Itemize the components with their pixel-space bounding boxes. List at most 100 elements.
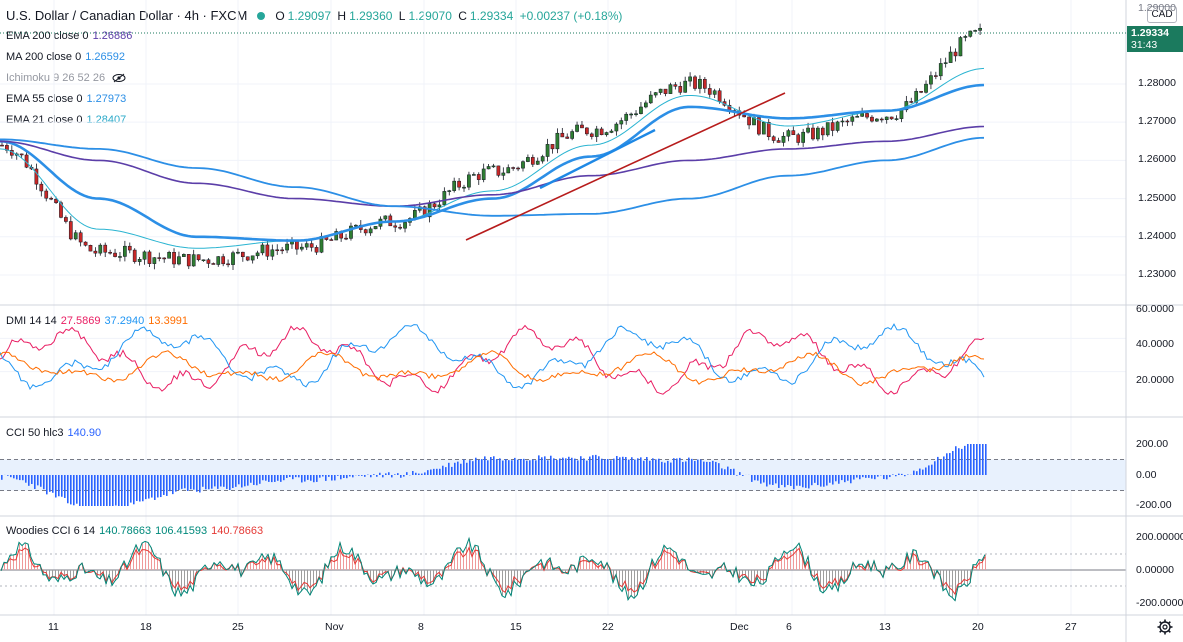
woodies-bar xyxy=(634,570,635,599)
candle-down xyxy=(103,244,108,253)
cci-bar xyxy=(661,461,663,475)
legend-ema55[interactable]: EMA 55 close 0 1.27973 xyxy=(6,93,127,105)
time-tick: 18 xyxy=(140,621,152,633)
candle-down xyxy=(870,116,874,122)
candle-down xyxy=(245,256,250,261)
cci-bar xyxy=(238,475,240,485)
woodies-bar xyxy=(493,570,494,577)
candle-up xyxy=(368,228,373,234)
cci-bar xyxy=(919,468,921,475)
last-price-tag: 1.29334 31:43 xyxy=(1127,26,1183,52)
woodies-bar xyxy=(799,543,800,570)
candle-up xyxy=(118,256,122,258)
woodies-bar xyxy=(754,570,755,586)
cci-bar xyxy=(280,475,282,482)
candle-down xyxy=(702,78,707,89)
cci-bar xyxy=(538,455,540,475)
candle-up xyxy=(786,130,791,137)
cci-bar xyxy=(403,475,405,477)
woodies-bar xyxy=(616,570,617,575)
cci-bar xyxy=(718,463,720,475)
cci-bar xyxy=(412,470,414,475)
cci-bar xyxy=(373,474,375,475)
woodies-bar xyxy=(901,568,902,570)
cci-bar xyxy=(883,475,885,480)
candle-down xyxy=(113,252,117,257)
dmi-legend[interactable]: DMI 14 14 27.5869 37.2940 13.3991 xyxy=(6,315,189,327)
woodies-bar xyxy=(751,570,752,585)
woodies-bar xyxy=(415,570,416,577)
woodies-bar xyxy=(775,557,776,570)
cci-bar xyxy=(721,468,723,475)
woodies-bar xyxy=(433,570,434,584)
woodies-bar xyxy=(919,561,920,570)
legend-ma200[interactable]: MA 200 close 0 1.26592 xyxy=(6,51,125,63)
cci-bar xyxy=(313,475,315,483)
cci-bar xyxy=(82,475,84,506)
candle-down xyxy=(329,239,334,241)
woodies-bar xyxy=(892,563,893,570)
cci-bar xyxy=(25,475,27,483)
hidden-eye-icon[interactable] xyxy=(112,73,126,83)
cci-bar xyxy=(601,458,603,475)
cci-bar xyxy=(586,460,588,475)
candle-up xyxy=(875,118,879,122)
legend-ema21[interactable]: EMA 21 close 0 1.28407 xyxy=(6,114,127,126)
price-tick: 1.25000 xyxy=(1138,191,1176,204)
cci-bar xyxy=(478,459,480,475)
candle-up xyxy=(668,84,673,94)
candle-down xyxy=(909,101,914,103)
woodies-bar xyxy=(358,554,359,570)
woodies-bar xyxy=(922,561,923,570)
candle-down xyxy=(889,116,894,120)
woodies-bar xyxy=(265,559,266,570)
woodies-bar xyxy=(520,570,521,587)
symbol-title[interactable]: U.S. Dollar / Canadian Dollar · 4h · FXC… xyxy=(6,8,248,23)
woodies-legend[interactable]: Woodies CCI 6 14 140.78663 106.41593 140.78… xyxy=(6,525,264,537)
cci-bar xyxy=(712,460,714,475)
cci-bar xyxy=(505,459,507,475)
cci-bar xyxy=(562,457,564,475)
woodies-bar xyxy=(685,559,686,570)
cci-bar xyxy=(145,475,147,500)
cci-bar xyxy=(787,475,789,485)
cci-bar xyxy=(511,460,513,475)
woodies-bar xyxy=(961,570,962,587)
settings-gear-icon[interactable] xyxy=(1157,619,1173,635)
cci-bar xyxy=(466,462,468,475)
woodies-bar xyxy=(421,570,422,584)
currency-selector[interactable]: CAD xyxy=(1147,6,1177,23)
candle-up xyxy=(255,252,260,257)
cci-bar xyxy=(244,475,246,487)
woodies-bar xyxy=(49,570,50,582)
woodies-bar xyxy=(940,570,941,576)
woodies-bar xyxy=(790,550,791,570)
candle-down xyxy=(295,240,299,250)
candle-up xyxy=(349,225,353,239)
cci-bar xyxy=(484,456,486,475)
cci-bar xyxy=(268,475,270,482)
candle-down xyxy=(147,251,152,264)
candle-up xyxy=(712,90,717,95)
woodies-bar xyxy=(271,563,272,570)
candle-down xyxy=(206,259,211,264)
woodies-bar xyxy=(772,565,773,570)
woodies-bar xyxy=(868,560,869,570)
cci-bar xyxy=(364,475,366,477)
cci-bar xyxy=(871,475,873,479)
woodies-bar xyxy=(388,570,389,572)
candle-down xyxy=(766,122,771,137)
cci-bar xyxy=(274,475,276,482)
cci-bar xyxy=(163,475,165,495)
cci-bar xyxy=(148,475,150,499)
cci-bar xyxy=(847,475,849,481)
cci-legend[interactable]: CCI 50 hlc3 140.90 xyxy=(6,427,102,439)
woodies-bar xyxy=(217,565,218,570)
cci-bar xyxy=(265,475,267,481)
woodies-bar xyxy=(547,560,548,570)
cci-bar xyxy=(964,445,966,475)
candle-down xyxy=(127,245,132,251)
cci-bar xyxy=(829,475,831,483)
legend-ichimoku[interactable]: Ichimoku 9 26 52 26 xyxy=(6,71,126,85)
